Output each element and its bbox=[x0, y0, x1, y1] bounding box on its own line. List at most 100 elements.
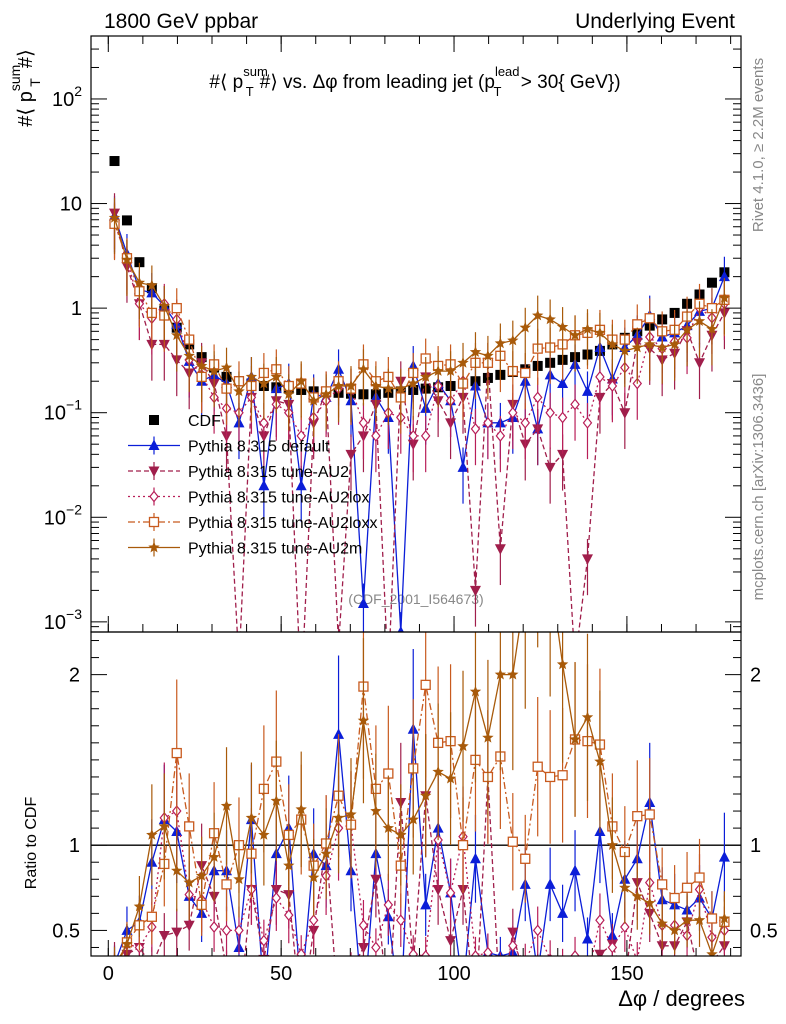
data-point-au2m bbox=[532, 498, 543, 509]
data-point-au2m bbox=[258, 828, 270, 840]
data-point-au2m bbox=[656, 917, 668, 929]
data-point-au2loxx bbox=[420, 679, 431, 691]
series-au2 bbox=[109, 193, 730, 701]
data-point-au2lox bbox=[296, 429, 306, 442]
y-tick-label: 10 bbox=[60, 194, 82, 216]
ratio-tick-label-left: 0.5 bbox=[52, 920, 80, 942]
data-point-au2m bbox=[556, 658, 569, 670]
data-point-au2lox bbox=[607, 380, 618, 392]
data-point-default bbox=[258, 988, 269, 999]
data-point-default bbox=[557, 377, 569, 389]
data-point-au2 bbox=[221, 965, 232, 976]
data-point-au2 bbox=[557, 989, 568, 1000]
title-sup-lead: lead bbox=[495, 64, 520, 79]
data-point-au2 bbox=[694, 358, 706, 369]
data-point-au2lox bbox=[221, 924, 232, 937]
data-point-default bbox=[581, 932, 593, 944]
data-point-au2m bbox=[581, 711, 594, 723]
y-tick-exponent: −3 bbox=[66, 606, 82, 622]
data-point-au2loxx bbox=[171, 302, 182, 314]
data-point-au2m bbox=[681, 323, 693, 335]
main-ylabel: #⟨ psum T #⟩ bbox=[7, 49, 43, 127]
data-point-au2loxx bbox=[184, 821, 195, 832]
data-point-default bbox=[469, 852, 481, 864]
series-au2loxx bbox=[109, 203, 730, 434]
legend-marker-au2lox bbox=[149, 490, 159, 503]
data-point-au2m bbox=[208, 365, 220, 376]
data-point-au2 bbox=[594, 949, 606, 956]
y-tick-base: 10 bbox=[44, 612, 66, 634]
data-point-au2 bbox=[296, 1011, 307, 1022]
data-point-au2m bbox=[195, 359, 208, 371]
data-point-au2m bbox=[183, 349, 195, 361]
data-point-au2m bbox=[407, 377, 419, 389]
legend-marker-au2m bbox=[148, 541, 160, 553]
title-sub-t2: T bbox=[494, 84, 502, 99]
ratio-frame bbox=[90, 631, 742, 957]
data-point-au2m bbox=[432, 365, 444, 376]
data-point-au2 bbox=[333, 1011, 344, 1022]
data-point-au2lox bbox=[483, 416, 493, 429]
data-point-au2 bbox=[495, 1008, 506, 1019]
data-point-au2m bbox=[469, 346, 482, 357]
data-point-au2 bbox=[706, 958, 717, 969]
data-point-au2m bbox=[407, 813, 419, 825]
data-point-default bbox=[420, 898, 432, 910]
data-point-au2m bbox=[183, 876, 195, 888]
y-tick-label: 10−1 bbox=[44, 397, 82, 425]
data-point-au2m bbox=[270, 794, 282, 806]
data-point-au2m bbox=[270, 370, 282, 382]
data-point-au2m bbox=[345, 380, 357, 391]
data-point-au2 bbox=[470, 1009, 481, 1020]
data-point-au2m bbox=[644, 897, 656, 908]
y-tick-exponent: −1 bbox=[66, 397, 82, 413]
data-point-au2m bbox=[283, 859, 295, 871]
data-point-au2lox bbox=[296, 948, 306, 956]
xlabel: Δφ / degrees bbox=[618, 986, 745, 1011]
data-point-au2lox bbox=[445, 886, 456, 899]
data-point-default bbox=[718, 851, 730, 862]
data-point-au2loxx bbox=[507, 836, 518, 847]
data-point-cdf bbox=[109, 156, 120, 167]
data-point-au2 bbox=[333, 641, 344, 652]
legend-marker-default bbox=[148, 439, 160, 450]
data-point-au2lox bbox=[607, 941, 618, 954]
ylabel-sup: sum bbox=[7, 65, 23, 91]
series-line-au2loxx bbox=[113, 223, 725, 399]
data-point-au2m bbox=[332, 811, 345, 823]
data-point-au2m bbox=[370, 380, 382, 391]
data-point-au2m bbox=[133, 276, 146, 288]
data-point-au2m bbox=[258, 377, 270, 389]
data-point-default bbox=[357, 597, 369, 608]
data-point-au2m bbox=[171, 864, 183, 876]
legend-marker-au2 bbox=[148, 466, 160, 477]
y-tick-label: 10−3 bbox=[44, 606, 82, 634]
data-point-au2 bbox=[619, 408, 631, 419]
legend-marker-cdf bbox=[149, 415, 159, 425]
data-point-au2m bbox=[569, 733, 581, 745]
data-point-au2m bbox=[357, 714, 370, 726]
data-point-au2m bbox=[507, 334, 519, 346]
data-point-au2lox bbox=[620, 921, 630, 933]
data-point-au2 bbox=[146, 962, 157, 973]
series-line-au2 bbox=[113, 212, 725, 632]
data-point-au2 bbox=[520, 979, 531, 990]
data-point-au2m bbox=[121, 253, 133, 265]
ratio-tick-label-left: 1 bbox=[69, 835, 80, 857]
data-point-au2 bbox=[581, 554, 593, 565]
data-point-au2m bbox=[332, 380, 345, 391]
legend-label-cdf: CDF bbox=[188, 413, 221, 430]
data-point-au2lox bbox=[470, 950, 481, 956]
y-tick-exponent: 2 bbox=[74, 83, 82, 99]
data-point-au2m bbox=[556, 321, 569, 332]
data-point-au2lox bbox=[557, 411, 568, 424]
data-point-au2 bbox=[296, 690, 307, 701]
data-point-default bbox=[296, 989, 307, 1000]
data-point-au2loxx bbox=[544, 771, 556, 783]
plot-title: #⟨ psum T #⟩ vs. Δφ from leading jet (plea… bbox=[209, 64, 620, 99]
data-point-au2loxx bbox=[632, 811, 643, 822]
series-au2m-ratio bbox=[113, 498, 731, 956]
data-point-au2m bbox=[320, 847, 332, 859]
